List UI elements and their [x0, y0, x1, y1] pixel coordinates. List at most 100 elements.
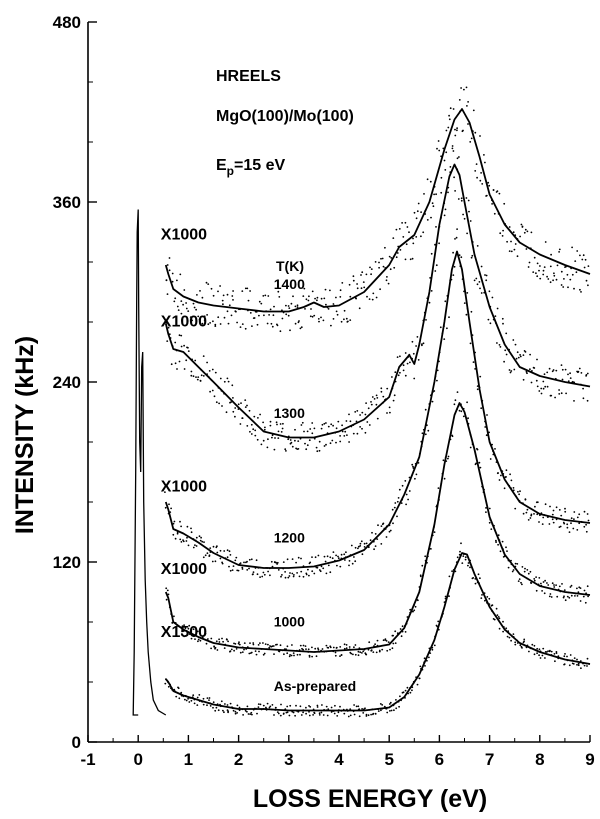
data-point — [332, 646, 335, 649]
data-point — [467, 562, 470, 564]
data-point — [198, 700, 201, 702]
data-point — [323, 422, 326, 425]
data-point — [282, 311, 285, 314]
data-point — [268, 646, 271, 649]
data-point — [262, 421, 264, 424]
data-point — [476, 245, 479, 247]
data-point — [187, 346, 189, 349]
data-point — [337, 420, 340, 423]
data-point — [386, 387, 389, 390]
data-point — [311, 570, 314, 573]
data-point — [367, 407, 370, 410]
data-point — [276, 711, 279, 713]
data-point — [266, 702, 269, 705]
data-point — [558, 389, 560, 391]
data-point — [337, 711, 340, 714]
data-point — [185, 302, 188, 304]
data-point — [475, 277, 478, 280]
data-point — [166, 264, 169, 266]
data-point — [241, 646, 244, 649]
data-point — [214, 560, 217, 563]
data-point — [349, 708, 352, 710]
data-point — [366, 421, 369, 423]
data-point — [355, 705, 358, 708]
data-point — [219, 557, 222, 560]
data-point — [381, 707, 384, 710]
data-point — [550, 394, 553, 397]
x-tick-label: 5 — [384, 750, 393, 769]
data-point — [415, 676, 417, 679]
data-point — [234, 710, 237, 713]
data-point — [320, 565, 323, 568]
data-point — [254, 429, 257, 432]
data-point — [438, 242, 440, 245]
data-point — [286, 645, 289, 648]
data-point — [510, 370, 513, 372]
data-point — [469, 559, 471, 562]
data-point — [481, 399, 484, 402]
data-point — [200, 536, 203, 539]
data-point — [325, 650, 328, 653]
data-point — [170, 507, 173, 510]
data-point — [211, 560, 214, 563]
data-point — [275, 421, 278, 424]
data-point — [582, 662, 584, 665]
data-point — [361, 652, 363, 654]
data-point — [432, 391, 434, 393]
data-point — [227, 711, 230, 714]
data-point — [539, 657, 542, 659]
data-point — [391, 376, 393, 378]
data-point — [435, 226, 437, 228]
data-point — [578, 367, 581, 370]
data-point — [586, 657, 589, 660]
data-point — [444, 456, 447, 459]
data-point — [564, 368, 567, 371]
data-point — [412, 682, 415, 685]
data-point — [378, 649, 381, 652]
data-point — [330, 324, 332, 327]
data-point — [483, 488, 485, 491]
data-point — [247, 713, 250, 715]
data-point — [491, 604, 494, 607]
data-point — [241, 290, 244, 292]
data-point — [429, 277, 431, 279]
data-point — [266, 648, 268, 650]
data-point — [365, 542, 368, 545]
data-point — [500, 474, 502, 477]
data-point — [468, 210, 470, 213]
data-point — [446, 295, 449, 297]
data-point — [270, 322, 273, 325]
data-point — [558, 393, 561, 395]
data-point — [443, 325, 445, 327]
data-point — [565, 265, 567, 268]
data-point — [460, 542, 462, 545]
data-point — [271, 434, 274, 437]
data-point — [521, 226, 524, 228]
data-point — [420, 235, 422, 238]
data-point — [299, 644, 302, 647]
data-point — [568, 596, 571, 599]
data-point — [352, 710, 355, 713]
data-point — [404, 352, 407, 354]
data-point — [275, 561, 277, 564]
data-point — [298, 575, 301, 578]
data-point — [346, 710, 349, 712]
data-point — [566, 273, 569, 276]
data-point — [221, 561, 224, 564]
data-point — [388, 255, 391, 258]
data-point — [521, 583, 523, 586]
data-point — [182, 695, 185, 698]
data-point — [436, 369, 439, 372]
data-point — [365, 402, 367, 404]
data-point — [333, 712, 336, 715]
data-point — [440, 191, 443, 194]
data-point — [408, 231, 410, 234]
data-point — [167, 685, 170, 688]
data-point — [318, 651, 321, 653]
data-point — [564, 507, 566, 510]
data-point — [186, 525, 189, 528]
data-point — [325, 443, 327, 446]
data-point — [343, 553, 346, 556]
data-point — [399, 355, 401, 358]
curve-name-label: 1300 — [274, 405, 305, 421]
